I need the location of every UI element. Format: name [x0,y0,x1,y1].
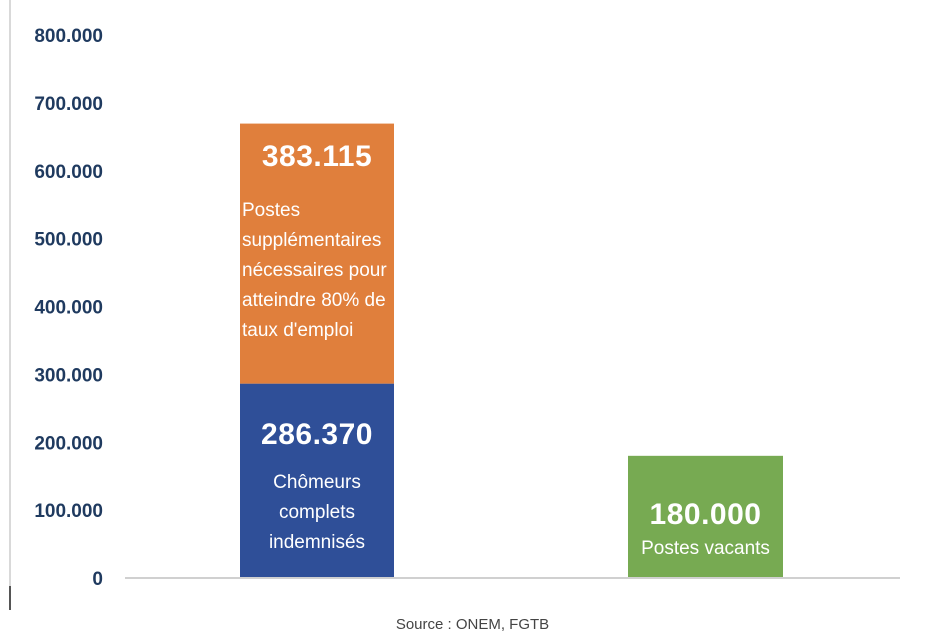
bar-1-segment-2-description: Postes supplémentaires nécessaires pour … [242,199,387,341]
y-tick-label: 800.000 [34,26,103,47]
y-tick-label: 500.000 [34,230,103,251]
y-tick-label: 0 [92,569,103,590]
bar-1-segment-1-value-label: 286.370 [261,417,373,451]
bar-1-segment-1-description: Chômeurs complets indemnisés [268,471,366,553]
y-tick-label: 400.000 [34,298,103,319]
left-border-line [9,0,11,610]
bar-2-value-label: 180.000 [649,497,762,531]
y-tick-label: 300.000 [34,365,103,386]
left-border-accent [9,586,11,610]
y-axis: 0 100.000 200.000 300.000 400.000 500.000 600.… [34,26,103,590]
bar-2-segment-1 [628,455,783,578]
bar-2-description: Postes vacants [641,537,770,559]
y-tick-label: 100.000 [34,501,103,522]
y-tick-label: 600.000 [34,162,103,183]
bar-1-segment-1 [240,383,394,578]
bar-1-segment-2-value-label: 383.115 [261,139,373,173]
y-tick-label: 700.000 [34,94,103,115]
y-tick-label: 200.000 [34,433,103,454]
chart-svg: 0 100.000 200.000 300.000 400.000 500.000 600.… [34,26,900,590]
source-note: Source : ONEM, FGTB [395,616,550,633]
chart: 0 100.000 200.000 300.000 400.000 500.000 600.… [34,26,900,590]
bars [240,123,783,578]
bar-1-segment-2 [240,123,394,384]
